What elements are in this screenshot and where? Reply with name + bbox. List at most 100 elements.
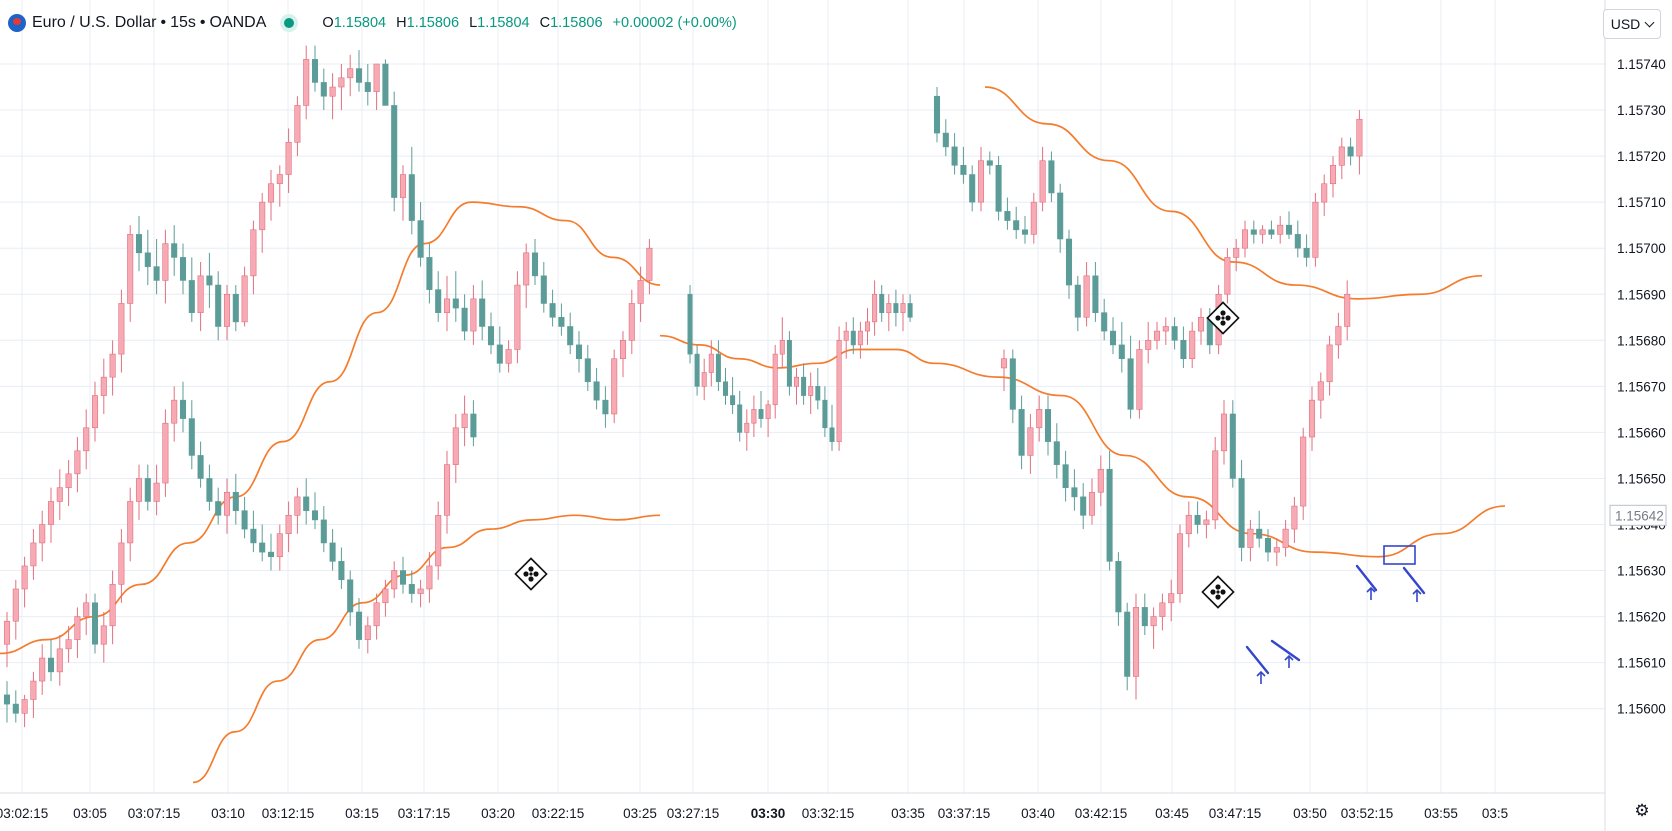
candle-body — [1071, 487, 1078, 498]
candle-body — [1300, 436, 1307, 507]
candle-body — [1285, 224, 1293, 235]
time-tick-label: 03:32:15 — [802, 806, 855, 821]
candle-body — [1074, 284, 1081, 318]
price-tick-label: 1.15720 — [1617, 149, 1666, 164]
candle-body — [1256, 528, 1263, 539]
symbol-name[interactable]: Euro / U.S. Dollar — [32, 14, 157, 31]
time-tick-label: 03:30 — [751, 806, 786, 821]
time-tick-label: 03:35 — [891, 806, 925, 821]
candle-body — [1282, 528, 1289, 548]
candle-body — [1220, 413, 1228, 452]
candle-body — [470, 413, 477, 438]
candle-body — [259, 542, 266, 553]
candle-body — [836, 339, 842, 442]
candle-body — [986, 160, 993, 166]
price-tick-label: 1.15630 — [1617, 564, 1666, 579]
candle-body — [995, 165, 1002, 212]
candle-body — [1229, 413, 1236, 479]
time-tick-label: 03:27:15 — [667, 806, 720, 821]
candle-body — [969, 174, 976, 203]
annotation-arrow — [1355, 564, 1378, 600]
candle-body — [801, 376, 807, 396]
grid — [0, 0, 1605, 793]
candle-body — [1088, 491, 1096, 516]
candle-body — [779, 339, 785, 355]
candle-body — [1062, 464, 1069, 488]
time-tick-label: 03:52:15 — [1341, 806, 1394, 821]
candle-body — [382, 63, 389, 106]
candle-body — [1312, 201, 1319, 258]
candle-body — [250, 528, 257, 544]
high-value: 1.15806 — [406, 15, 460, 31]
candle-body — [65, 473, 72, 488]
candle-body — [602, 399, 609, 415]
candle-body — [933, 95, 941, 134]
candle-body — [1203, 519, 1210, 525]
interval-label[interactable]: 15s — [170, 14, 196, 31]
time-tick-label: 03:22:15 — [532, 806, 585, 821]
candle-body — [1101, 312, 1108, 332]
candle-body — [1180, 339, 1187, 360]
price-tick-label: 1.15680 — [1617, 333, 1666, 348]
candle-body — [118, 542, 125, 585]
currency-selector[interactable]: USD — [1603, 9, 1661, 39]
candle-body — [487, 326, 495, 346]
candle-body — [942, 132, 949, 148]
price-tick-label: 1.15730 — [1617, 103, 1666, 118]
currency-label: USD — [1610, 16, 1641, 32]
candle-body — [1344, 293, 1351, 327]
candle-body — [758, 409, 764, 419]
candle-body — [1127, 358, 1134, 410]
candle-body — [843, 330, 849, 341]
candle-body — [1264, 538, 1272, 553]
candle-body — [744, 422, 750, 433]
candle-body — [91, 602, 99, 645]
candle-body — [135, 234, 143, 254]
candle-body — [687, 293, 693, 355]
candle-body — [879, 293, 885, 313]
candle-body — [347, 579, 354, 613]
pattern-marker-icon — [1206, 301, 1240, 335]
exchange-label[interactable]: OANDA — [209, 14, 267, 31]
candle-body — [1268, 229, 1275, 235]
price-axis: 1.15740 1.15730 1.15720 1.15710 1.15700 1.156… — [1609, 57, 1667, 717]
candle-body — [259, 201, 266, 231]
candle-body — [188, 418, 195, 456]
candle-body — [701, 372, 707, 387]
candle-body — [1097, 468, 1104, 493]
candle-body — [1080, 496, 1087, 516]
candle-body — [303, 496, 310, 511]
candle-body — [65, 639, 72, 650]
candle-body — [294, 105, 301, 143]
candle-body — [320, 519, 327, 544]
candle-body — [83, 602, 90, 617]
candle-body — [197, 455, 204, 479]
settings-gear-icon[interactable]: ⚙ — [1634, 801, 1650, 820]
candle-body — [452, 427, 459, 465]
candle-body — [215, 501, 222, 516]
candle-body — [267, 551, 275, 558]
annotation-layer — [514, 301, 1426, 684]
candle-body — [153, 266, 160, 281]
market-status-icon[interactable] — [284, 18, 295, 28]
moving-average-line-a — [0, 201, 661, 655]
candle-body — [39, 524, 46, 544]
candle-body — [461, 307, 468, 332]
chevron-down-icon — [1644, 17, 1655, 27]
candle-body — [1150, 616, 1157, 627]
candle-body — [417, 588, 424, 594]
time-tick-label: 03:15 — [345, 806, 379, 821]
candle-body — [1291, 505, 1298, 530]
annotation-arrow — [1270, 639, 1301, 668]
candle-body — [144, 252, 151, 267]
candle-body — [893, 303, 899, 313]
candle-body — [56, 487, 63, 502]
candle-body — [285, 514, 292, 535]
candle-body — [1317, 381, 1324, 401]
time-tick-label: 03:50 — [1293, 806, 1327, 821]
candle-body — [694, 353, 700, 387]
candle-body — [443, 298, 451, 313]
candle-body — [47, 501, 55, 525]
time-tick-label: 03:5 — [1482, 806, 1508, 821]
